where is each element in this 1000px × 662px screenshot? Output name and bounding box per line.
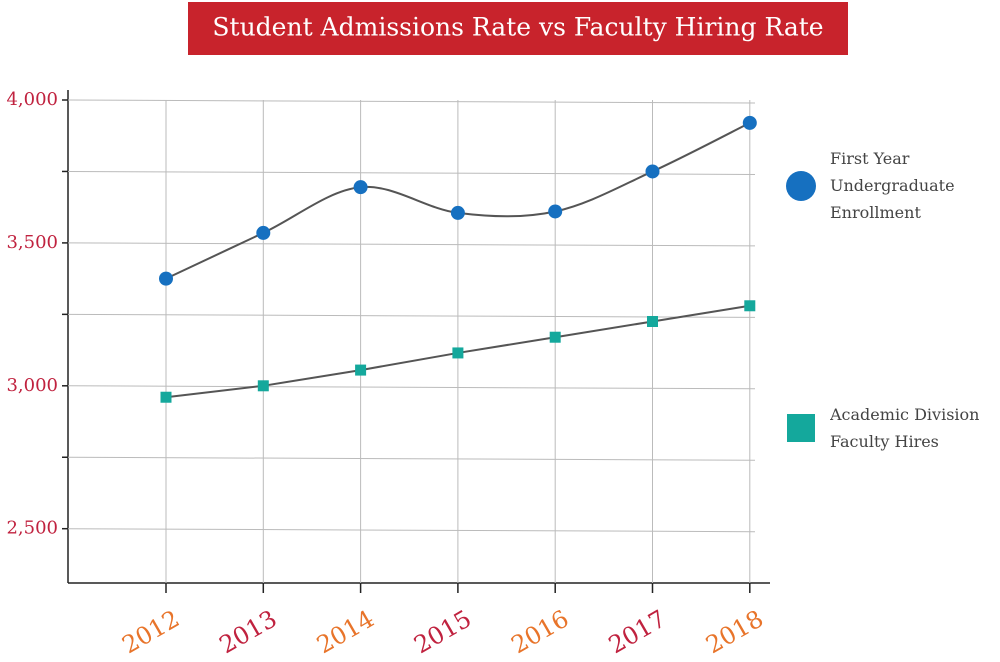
grid-line bbox=[67, 528, 756, 533]
x-tick-label: 2013 bbox=[215, 605, 282, 660]
y-tick-label: 2,500 bbox=[6, 518, 58, 539]
grid-line bbox=[67, 242, 756, 247]
legend-marker bbox=[787, 414, 815, 442]
y-tick-label: 3,000 bbox=[6, 375, 58, 396]
y-tick-label: 3,500 bbox=[6, 232, 58, 253]
legend-label: First Year Undergraduate Enrollment bbox=[830, 149, 955, 222]
point bbox=[450, 205, 465, 220]
point bbox=[256, 225, 271, 240]
point bbox=[744, 300, 756, 312]
point bbox=[548, 204, 563, 219]
point bbox=[647, 315, 658, 327]
point bbox=[355, 364, 367, 376]
x-tick-label: 2014 bbox=[312, 605, 379, 660]
legend-label: Academic Division Faculty Hires bbox=[830, 405, 980, 451]
point bbox=[353, 180, 368, 195]
grid-line bbox=[67, 456, 756, 461]
grid-line bbox=[67, 313, 756, 318]
x-tick-label: 2018 bbox=[701, 605, 768, 660]
point bbox=[160, 391, 172, 403]
chart-title: Student Admissions Rate vs Faculty Hirin… bbox=[212, 13, 823, 42]
point bbox=[452, 347, 464, 359]
x-tick-label: 2016 bbox=[507, 605, 574, 660]
grid-line bbox=[67, 385, 756, 390]
point bbox=[159, 271, 173, 286]
grid-line bbox=[67, 170, 756, 175]
x-tick-label: 2017 bbox=[604, 605, 671, 660]
point bbox=[645, 164, 660, 179]
title-background bbox=[188, 2, 848, 55]
x-tick-label: 2012 bbox=[117, 605, 184, 660]
point bbox=[742, 115, 757, 130]
y-tick-label: 4,000 bbox=[6, 89, 58, 110]
grid-line bbox=[67, 99, 756, 104]
point bbox=[257, 380, 269, 392]
legend-item: Academic Division Faculty Hires bbox=[830, 405, 980, 451]
legend-marker bbox=[786, 171, 816, 201]
legend-item: First Year Undergraduate Enrollment bbox=[830, 149, 955, 222]
point bbox=[549, 331, 561, 343]
x-tick-label: 2015 bbox=[409, 605, 476, 660]
